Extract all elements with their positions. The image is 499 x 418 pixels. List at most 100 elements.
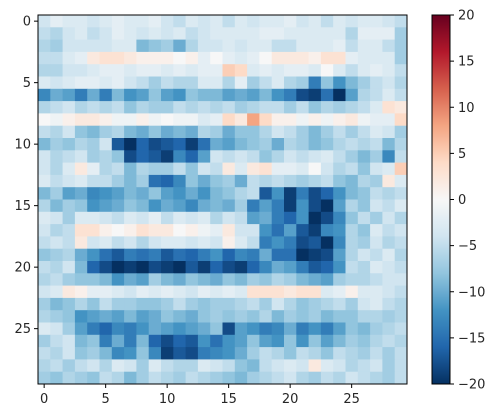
heatmap-cell (74, 76, 88, 90)
heatmap-cell (111, 27, 125, 40)
heatmap-cell (357, 88, 371, 102)
heatmap-cell (345, 64, 359, 77)
heatmap-cell (382, 15, 396, 28)
heatmap-cell (271, 88, 285, 102)
heatmap-cell (345, 310, 359, 323)
heatmap-cell (320, 125, 334, 139)
heatmap-cell (333, 297, 346, 311)
heatmap-cell (394, 51, 408, 65)
heatmap-cell (87, 359, 100, 373)
heatmap-cell (382, 39, 396, 53)
heatmap-cell (284, 371, 297, 385)
heatmap-cell (247, 334, 260, 348)
heatmap-cell (394, 76, 408, 90)
heatmap-cell (87, 51, 100, 65)
heatmap-cell (333, 101, 346, 114)
heatmap-cell (124, 224, 137, 237)
heatmap-cell (370, 125, 383, 139)
heatmap-cell (308, 76, 322, 90)
heatmap-cell (247, 39, 260, 53)
heatmap-cell (259, 211, 273, 225)
heatmap-cell (124, 76, 137, 90)
heatmap-cell (136, 27, 150, 40)
heatmap-cell (234, 285, 248, 299)
heatmap-cell (62, 15, 76, 28)
heatmap-cell (296, 297, 309, 311)
heatmap-cell (74, 187, 88, 200)
heatmap-cell (271, 64, 285, 77)
heatmap-cell (320, 211, 334, 225)
heatmap-cell (357, 187, 371, 200)
heatmap-cell (197, 113, 211, 127)
heatmap-cell (50, 261, 63, 274)
heatmap-cell (99, 138, 113, 151)
heatmap-cell (333, 285, 346, 299)
heatmap-cell (173, 248, 186, 262)
heatmap-cell (284, 125, 297, 139)
heatmap-cell (271, 150, 285, 163)
heatmap-cell (308, 285, 322, 299)
heatmap-cell (124, 297, 137, 311)
y-tick-label: 15 (14, 199, 31, 214)
heatmap-cell (247, 162, 260, 176)
heatmap-cell (173, 273, 186, 286)
heatmap-cell (247, 76, 260, 90)
heatmap-cell (357, 248, 371, 262)
heatmap-cell (222, 162, 236, 176)
heatmap-cell (308, 224, 322, 237)
heatmap-cell (259, 101, 273, 114)
heatmap-cell (247, 285, 260, 299)
heatmap-cell (124, 187, 137, 200)
heatmap-cell (210, 371, 223, 385)
heatmap-cell (38, 27, 51, 40)
heatmap-cell (99, 334, 113, 348)
heatmap-cell (308, 64, 322, 77)
heatmap-cell (394, 285, 408, 299)
heatmap-cell (173, 150, 186, 163)
heatmap-cell (161, 138, 174, 151)
heatmap-cell (210, 39, 223, 53)
heatmap-cell (111, 101, 125, 114)
heatmap-cell (296, 187, 309, 200)
heatmap-cell (271, 322, 285, 336)
heatmap-cell (62, 199, 76, 213)
heatmap-cell (259, 15, 273, 28)
heatmap-cell (370, 285, 383, 299)
heatmap-cell (173, 76, 186, 90)
heatmap-cell (185, 334, 199, 348)
heatmap-cell (136, 199, 150, 213)
heatmap-cell (87, 162, 100, 176)
heatmap-cell (210, 138, 223, 151)
heatmap-cell (173, 101, 186, 114)
heatmap-cell (247, 27, 260, 40)
heatmap-cell (382, 150, 396, 163)
heatmap-cell (394, 310, 408, 323)
heatmap-cell (284, 174, 297, 188)
heatmap-cell (148, 334, 162, 348)
heatmap-cell (308, 359, 322, 373)
heatmap-cell (370, 138, 383, 151)
heatmap-cell (38, 113, 51, 127)
heatmap-cell (161, 334, 174, 348)
heatmap-cell (87, 187, 100, 200)
heatmap-cell (308, 371, 322, 385)
heatmap-cell (247, 187, 260, 200)
heatmap-cell (173, 162, 186, 176)
heatmap-cell (210, 297, 223, 311)
heatmap-cell (333, 273, 346, 286)
heatmap-cell (210, 150, 223, 163)
heatmap-cell (50, 285, 63, 299)
heatmap-cell (222, 39, 236, 53)
heatmap-cell (136, 187, 150, 200)
heatmap-cell (136, 15, 150, 28)
heatmap-cell (259, 347, 273, 360)
heatmap-cell (111, 334, 125, 348)
heatmap-cell (370, 101, 383, 114)
heatmap-cell (222, 224, 236, 237)
heatmap-cell (370, 359, 383, 373)
heatmap-cell (234, 101, 248, 114)
heatmap-cell (382, 113, 396, 127)
heatmap-cell (394, 138, 408, 151)
heatmap-cell (185, 285, 199, 299)
heatmap-cell (333, 113, 346, 127)
